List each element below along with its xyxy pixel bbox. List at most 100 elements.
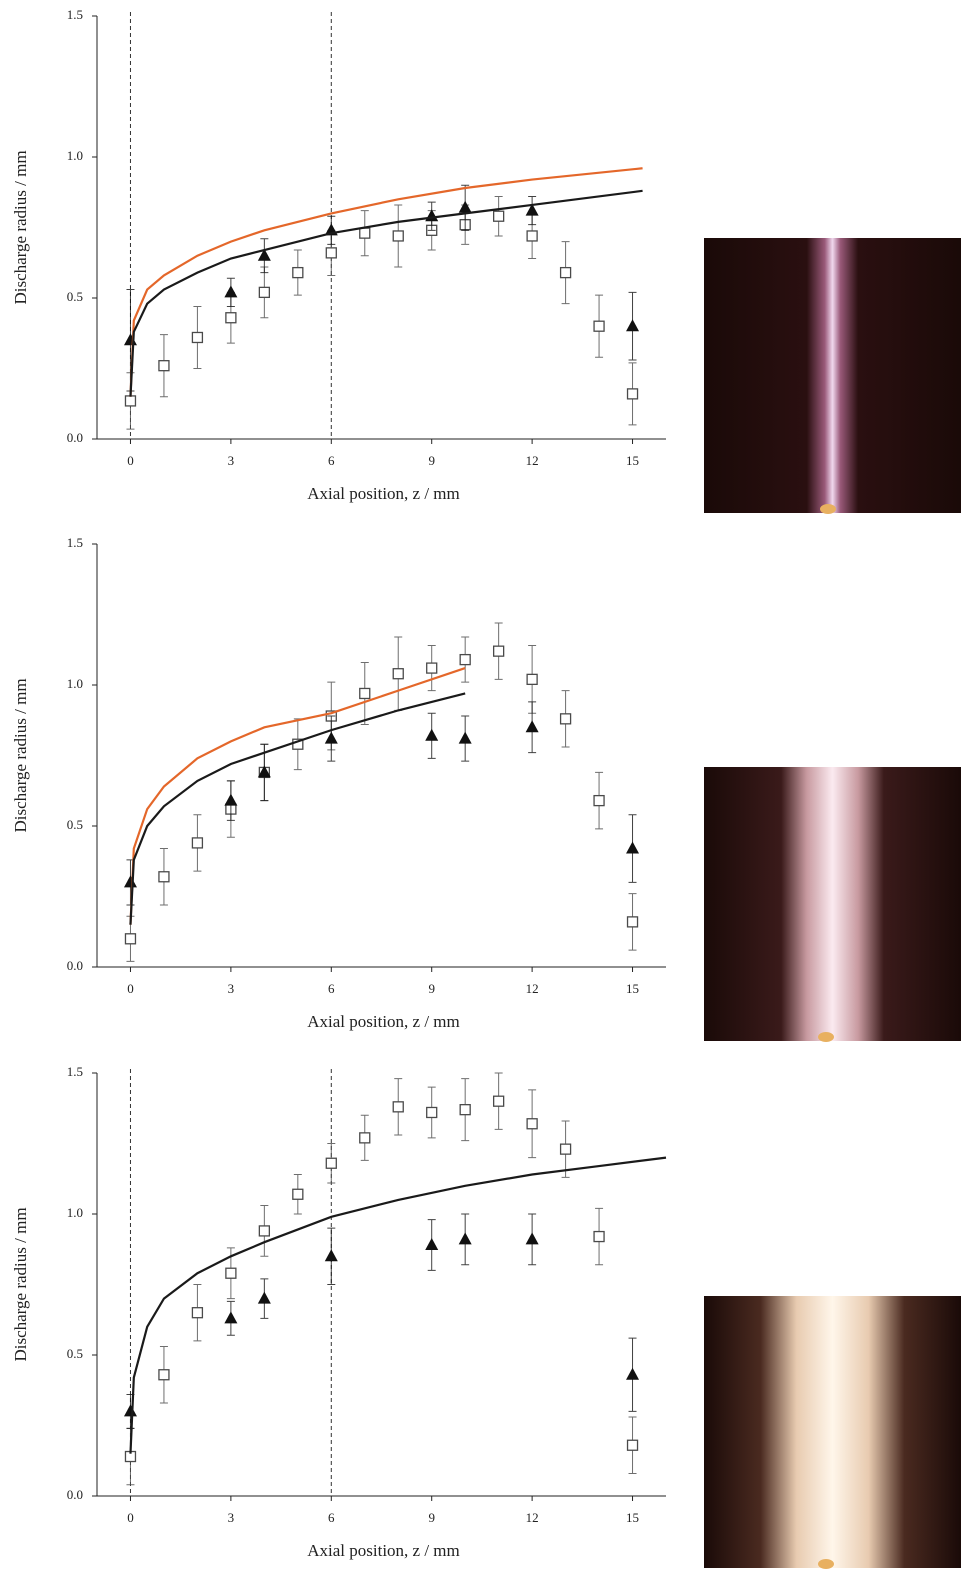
x-tick-label: 9 [428, 981, 435, 996]
x-tick-label: 15 [626, 981, 639, 996]
y-tick-label: 0.0 [67, 430, 83, 445]
square-marker [124, 933, 137, 945]
square-marker [392, 1101, 404, 1113]
x-axis-title: Axial position, z / mm [307, 484, 460, 503]
chart-panel: 0.0 0.5 1.0 1.5 0 3 6 9 12 15 Axial position, z / … [11, 7, 666, 503]
fit-curve [129, 692, 466, 925]
square-marker [191, 1307, 204, 1319]
square-marker [526, 673, 538, 686]
x-tick-label: 6 [328, 981, 335, 996]
square-marker [459, 1104, 471, 1116]
y-axis-title: Discharge radius / mm [11, 1207, 30, 1361]
x-tick-label: 3 [228, 1510, 235, 1525]
x-tick-label: 0 [127, 1510, 134, 1525]
square-marker [492, 645, 505, 657]
x-tick-label: 6 [328, 1510, 335, 1525]
y-tick-label: 1.5 [67, 1064, 83, 1079]
square-marker [258, 286, 271, 299]
triangle-marker [626, 1367, 640, 1380]
square-marker [258, 1225, 271, 1237]
y-tick-label: 1.5 [67, 535, 83, 550]
triangle-marker [257, 765, 271, 778]
triangle-marker [525, 203, 539, 216]
square-marker [593, 794, 605, 807]
triangle-marker [425, 1238, 439, 1251]
triangle-marker [425, 209, 439, 222]
square-marker [158, 1369, 170, 1381]
fit-curve [129, 667, 466, 925]
square-marker [292, 266, 304, 279]
triangle-marker [425, 728, 439, 741]
square-marker [526, 230, 538, 242]
square-marker [559, 1143, 572, 1155]
triangle-marker [257, 248, 271, 261]
square-marker [593, 320, 605, 332]
square-marker [359, 227, 371, 239]
x-tick-label: 0 [127, 981, 134, 996]
y-tick-label: 1.0 [67, 148, 83, 163]
fit-curve [129, 1156, 667, 1454]
fit-curve [129, 189, 643, 397]
square-marker [426, 1106, 438, 1119]
triangle-marker [257, 1291, 271, 1304]
x-tick-label: 12 [526, 1510, 539, 1525]
triangle-marker [224, 793, 238, 806]
y-axis-title: Discharge radius / mm [11, 678, 30, 832]
y-tick-label: 0.0 [67, 958, 83, 973]
y-tick-label: 1.5 [67, 7, 83, 22]
square-marker [325, 1157, 337, 1169]
discharge-photo [704, 767, 961, 1041]
discharge-photo [704, 1296, 961, 1568]
square-marker [492, 1095, 505, 1107]
y-tick-label: 0.5 [67, 817, 83, 832]
triangle-marker [626, 319, 640, 332]
square-marker [292, 1188, 304, 1200]
square-marker [593, 1230, 605, 1243]
x-tick-label: 6 [328, 453, 335, 468]
triangle-marker [458, 731, 472, 744]
x-tick-label: 3 [228, 981, 235, 996]
square-marker [225, 312, 237, 324]
triangle-marker [458, 1232, 472, 1245]
square-marker [325, 247, 337, 259]
square-marker [359, 1132, 371, 1144]
square-marker [124, 395, 137, 407]
triangle-marker [224, 1311, 238, 1324]
square-marker [526, 1118, 538, 1130]
triangle-marker [626, 841, 640, 854]
triangle-marker [324, 731, 338, 744]
y-tick-label: 1.0 [67, 676, 83, 691]
square-marker [191, 837, 204, 849]
square-marker [559, 713, 572, 725]
fit-curve [129, 167, 643, 397]
triangle-marker [525, 1232, 539, 1245]
square-marker [191, 331, 204, 344]
y-tick-label: 0.5 [67, 1346, 83, 1361]
electrode-glow [820, 504, 836, 514]
square-marker [158, 360, 170, 372]
discharge-photo [704, 238, 961, 513]
square-marker [392, 668, 404, 680]
square-marker [626, 1439, 639, 1451]
x-tick-label: 0 [127, 453, 134, 468]
x-tick-label: 9 [428, 453, 435, 468]
triangle-marker [123, 333, 137, 346]
y-tick-label: 0.0 [67, 1487, 83, 1502]
x-tick-label: 3 [228, 453, 235, 468]
square-marker [626, 916, 639, 928]
x-axis-title: Axial position, z / mm [307, 1012, 460, 1031]
electrode-glow [818, 1559, 834, 1569]
x-tick-label: 12 [526, 453, 539, 468]
triangle-marker [525, 720, 539, 733]
x-tick-label: 15 [626, 1510, 639, 1525]
y-tick-label: 1.0 [67, 1205, 83, 1220]
chart-panel: 0.0 0.5 1.0 1.5 0 3 6 9 12 15 Axial position, z / … [11, 1064, 667, 1560]
square-marker [426, 662, 438, 674]
triangle-marker [123, 1404, 137, 1417]
electrode-glow [818, 1032, 834, 1042]
square-marker [158, 871, 170, 883]
square-marker [392, 230, 404, 242]
x-tick-label: 12 [526, 981, 539, 996]
